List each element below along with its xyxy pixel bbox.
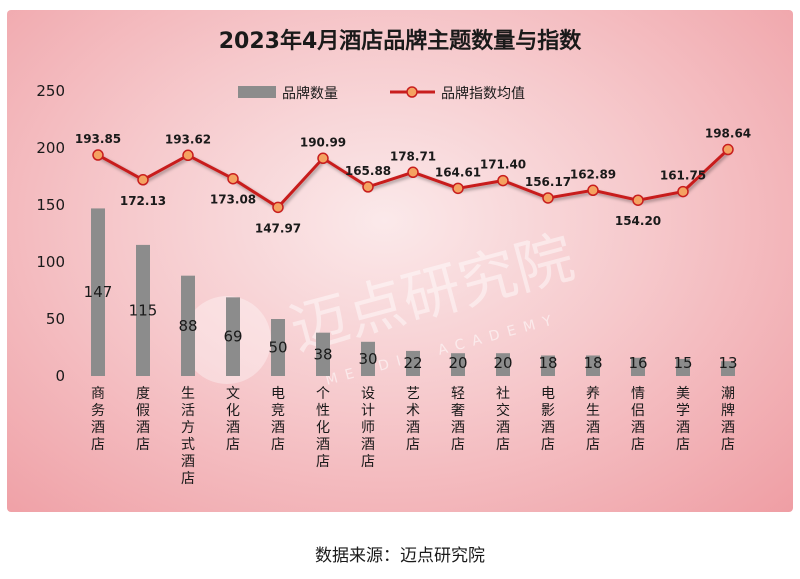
line-marker	[362, 181, 374, 193]
legend-line-marker	[406, 86, 418, 98]
x-category-label: 社交酒店	[496, 386, 510, 453]
bar	[676, 358, 690, 376]
bar-value-labels: 147 115 88 69 50 38 30 22 20 20 18 18 16 15 13	[84, 283, 738, 372]
line-value-label: 147.97	[255, 221, 301, 235]
line-value-label: 165.88	[345, 164, 391, 178]
bar-value-label: 18	[583, 354, 602, 372]
y-axis: 0 50 100 150 200 250	[36, 82, 65, 385]
line-value-label: 173.08	[210, 193, 256, 207]
line-value-label: 178.71	[390, 149, 436, 163]
x-category-label: 潮牌酒店	[721, 386, 735, 453]
bar	[136, 244, 150, 376]
legend: 品牌数量 品牌指数均值	[238, 85, 525, 102]
line-value-label: 198.64	[705, 127, 751, 141]
x-category-label: 电竞酒店	[271, 386, 285, 453]
line-marker	[452, 182, 464, 195]
line-value-label: 156.17	[525, 175, 571, 189]
bar-value-label: 13	[718, 354, 737, 372]
bar	[226, 297, 240, 376]
bar	[316, 332, 330, 376]
line-marker	[632, 194, 644, 206]
line-value-label: 171.40	[480, 158, 526, 172]
x-category-label: 情侣酒店	[631, 386, 645, 453]
bar	[451, 353, 465, 376]
x-category-label: 养生酒店	[586, 386, 600, 453]
bar	[181, 275, 195, 376]
line-marker	[497, 174, 509, 187]
x-category-label: 设计师酒店	[361, 386, 375, 470]
bar	[406, 350, 420, 376]
watermark: 迈点研究院 MEADIN ACADEMY	[183, 223, 581, 389]
bar-series	[91, 208, 735, 376]
bar	[631, 357, 645, 376]
line-marker	[182, 149, 194, 162]
chart-panel: 迈点研究院 MEADIN ACADEMY 2023年4月酒店品牌主题数量与指数 …	[7, 10, 793, 512]
bar	[541, 355, 555, 376]
bar-value-label: 88	[178, 317, 197, 335]
bar-value-label: 38	[313, 345, 332, 363]
line-marker	[407, 166, 419, 179]
y-tick-label: 50	[46, 310, 65, 328]
bar	[586, 355, 600, 376]
chart-title: 2023年4月酒店品牌主题数量与指数	[219, 28, 583, 54]
line-value-label: 193.85	[75, 132, 121, 146]
line-marker	[92, 149, 104, 161]
line-marker	[587, 184, 599, 197]
chart-canvas: 迈点研究院 MEADIN ACADEMY 2023年4月酒店品牌主题数量与指数 …	[36, 28, 751, 487]
line-value-label: 154.20	[615, 214, 661, 228]
bar-value-label: 20	[448, 354, 467, 372]
x-category-label: 个性化酒店	[316, 386, 330, 470]
line-series	[92, 143, 734, 214]
x-axis: 商务酒店 度假酒店 生活方式酒店 文化酒店 电竞酒店 个性化酒店 设计师酒店 艺术酒店 轻奢酒店…	[91, 386, 735, 487]
line-marker	[317, 152, 329, 165]
bar	[271, 319, 285, 376]
bar-value-label: 50	[268, 339, 287, 357]
bar-value-label: 115	[129, 301, 158, 319]
x-category-label: 美学酒店	[676, 386, 690, 453]
x-category-label: 电影酒店	[541, 386, 555, 453]
bar-value-label: 147	[84, 283, 113, 301]
bar	[361, 341, 375, 376]
x-category-label: 度假酒店	[136, 386, 150, 453]
x-category-label: 艺术酒店	[406, 386, 420, 453]
legend-bar-swatch	[238, 86, 276, 98]
bar-value-label: 30	[358, 350, 377, 368]
bar-value-label: 22	[403, 354, 422, 372]
y-tick-label: 0	[55, 367, 65, 385]
legend-bar-label: 品牌数量	[282, 85, 338, 102]
y-tick-label: 150	[36, 196, 65, 214]
line-marker	[227, 172, 239, 185]
line-marker	[677, 185, 689, 198]
bar-value-label: 16	[628, 354, 647, 372]
x-category-label: 轻奢酒店	[451, 386, 465, 453]
line-value-label: 193.62	[165, 132, 211, 146]
bar	[91, 208, 105, 376]
line-value-label: 162.89	[570, 167, 616, 181]
line-value-label: 172.13	[120, 194, 166, 208]
bar	[496, 353, 510, 376]
line-marker	[272, 201, 284, 214]
line-value-label: 161.75	[660, 169, 706, 183]
line-value-label: 190.99	[300, 135, 346, 149]
source-note: 数据来源：迈点研究院	[315, 546, 485, 566]
line-marker	[137, 174, 149, 186]
line-value-labels: 193.85 172.13 193.62 173.08 147.97 190.99 165.…	[75, 127, 751, 236]
y-tick-label: 100	[36, 253, 65, 271]
bar	[721, 361, 735, 376]
bar-value-label: 69	[223, 328, 242, 346]
line-marker	[542, 192, 554, 204]
y-tick-label: 200	[36, 139, 65, 157]
line-value-label: 164.61	[435, 165, 481, 179]
x-category-label: 文化酒店	[226, 386, 240, 453]
bar-value-label: 20	[493, 354, 512, 372]
bar-value-label: 15	[673, 354, 692, 372]
line-marker	[722, 143, 734, 156]
bar-value-label: 18	[538, 354, 557, 372]
y-tick-label: 250	[36, 82, 65, 100]
x-category-label: 生活方式酒店	[181, 386, 195, 487]
legend-line-label: 品牌指数均值	[441, 85, 525, 102]
x-category-label: 商务酒店	[91, 386, 105, 453]
